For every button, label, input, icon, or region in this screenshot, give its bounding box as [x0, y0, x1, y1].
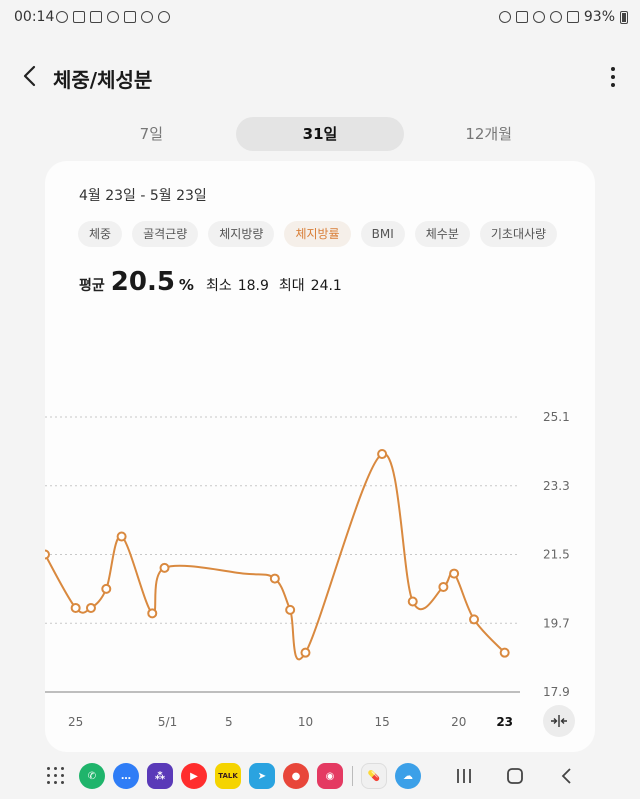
data-point [147, 608, 158, 619]
chat-icon [141, 11, 153, 23]
data-point [377, 449, 388, 460]
y-tick-label: 23.3 [543, 479, 570, 493]
tab-12-months[interactable]: 12개월 [465, 125, 513, 143]
status-bar: 00:14 93% [0, 0, 640, 36]
telegram-icon[interactable]: ➤ [249, 763, 275, 789]
tab-7-days[interactable]: 7일 [139, 125, 163, 143]
more-dot-icon [611, 67, 615, 71]
app-drawer-button[interactable] [47, 767, 65, 785]
period-tabs: 7일 31일 12개월 [67, 117, 573, 151]
y-tick-label: 21.5 [543, 548, 570, 562]
more-dot-icon [611, 75, 615, 79]
app-bar: 체중/체성분 [0, 56, 640, 100]
data-point [300, 647, 311, 658]
chip-body-fat-mass[interactable]: 체지방량 [208, 221, 275, 247]
page-title: 체중/체성분 [53, 68, 153, 92]
back-arrow-icon [23, 65, 36, 87]
x-tick-label: 20 [451, 715, 466, 729]
x-tick-label: 25 [68, 715, 83, 729]
maximum-label: 최대 [278, 278, 305, 294]
chip-body-water[interactable]: 체수분 [414, 221, 470, 247]
maximum-value: 24.1 [310, 278, 342, 294]
y-tick-label: 25.1 [543, 410, 570, 424]
system-status-icons: 93% [498, 9, 628, 25]
taskbar-divider [352, 766, 353, 786]
compress-arrows-icon [551, 715, 567, 727]
sync-icon [107, 11, 119, 23]
data-point [285, 604, 296, 615]
mute-icon [532, 11, 545, 23]
minus-circle-icon [56, 11, 68, 23]
chip-weight[interactable]: 체중 [78, 221, 123, 247]
wifi-icon [549, 11, 562, 23]
chip-body-fat-percent[interactable]: 체지방률 [284, 221, 351, 247]
battery-icon [620, 10, 628, 24]
date-range: 4월 23일 - 5월 23일 [79, 188, 207, 204]
notification-icons [56, 11, 170, 23]
phone-app-icon[interactable]: ✆ [79, 763, 105, 789]
data-point [449, 568, 460, 579]
pill-app-icon[interactable]: 💊 [361, 763, 387, 789]
gallery-icon [90, 11, 102, 23]
camera-app-icon[interactable]: ◉ [317, 763, 343, 789]
body-composition-card: 4월 23일 - 5월 23일 체중 골격근량 체지방량 체지방률 BMI 체수… [45, 161, 595, 752]
tab-31-days[interactable]: 31일 [235, 117, 405, 151]
data-point [159, 562, 170, 573]
system-back-button[interactable] [555, 764, 579, 788]
chip-bmr[interactable]: 기초대사량 [479, 221, 558, 247]
more-dot-icon [611, 83, 615, 87]
x-tick-label: 10 [298, 715, 313, 729]
x-tick-label: 23 [496, 715, 513, 729]
minimum-value: 18.9 [237, 278, 269, 294]
data-point [116, 531, 127, 542]
bluetooth-icon [515, 11, 528, 23]
home-button[interactable] [503, 764, 527, 788]
y-tick-label: 19.7 [543, 616, 570, 630]
x-tick-label: 15 [374, 715, 389, 729]
data-point [499, 647, 510, 658]
recent-apps-button[interactable] [452, 764, 476, 788]
data-point [269, 573, 280, 584]
data-point [101, 583, 112, 594]
data-point [438, 581, 449, 592]
tesla-icon [124, 11, 136, 23]
weather-app-icon[interactable]: ☁ [395, 763, 421, 789]
average-unit: % [178, 276, 194, 294]
back-button[interactable] [18, 62, 46, 90]
data-point [45, 549, 50, 560]
data-point [70, 602, 81, 613]
youtube-music-icon[interactable]: ▶ [181, 763, 207, 789]
expand-chart-button[interactable] [543, 705, 575, 737]
signal-icon [566, 11, 579, 23]
kakaotalk-icon[interactable]: TALK [215, 763, 241, 789]
s-app-icon [73, 11, 85, 23]
more-options-button[interactable] [608, 64, 618, 90]
series-line [45, 453, 506, 661]
chrome-icon[interactable]: ● [283, 763, 309, 789]
average-value: 20.5 [110, 267, 175, 297]
data-point [85, 602, 96, 613]
summary-stats: 평균 20.5 % 최소 18.9 최대 24.1 [79, 267, 342, 297]
data-point [407, 596, 418, 607]
minimum-label: 최소 [205, 278, 232, 294]
target-icon [158, 11, 170, 23]
data-point [469, 614, 480, 625]
average-label: 평균 [79, 278, 105, 294]
battery-percent: 93% [583, 9, 615, 25]
alarm-icon [498, 11, 511, 23]
chip-bmi[interactable]: BMI [360, 221, 405, 247]
messages-app-icon[interactable]: … [113, 763, 139, 789]
metric-chips: 체중 골격근량 체지방량 체지방률 BMI 체수분 기초대사량 [78, 221, 558, 247]
y-tick-label: 17.9 [543, 685, 570, 699]
status-time: 00:14 [14, 9, 55, 25]
oneui-apps-icon[interactable]: ⁂ [147, 763, 173, 789]
x-tick-label: 5/1 [158, 715, 177, 729]
chip-skeletal-muscle[interactable]: 골격근량 [132, 221, 199, 247]
x-tick-label: 5 [225, 715, 233, 729]
body-fat-line-chart: 25.1 23.3 21.5 19.7 17.9 25 5/1 5 10 15 20 23 [45, 410, 570, 729]
navigation-bar: ✆ … ⁂ ▶ TALK ➤ ● ◉ 💊 ☁ [0, 756, 640, 796]
